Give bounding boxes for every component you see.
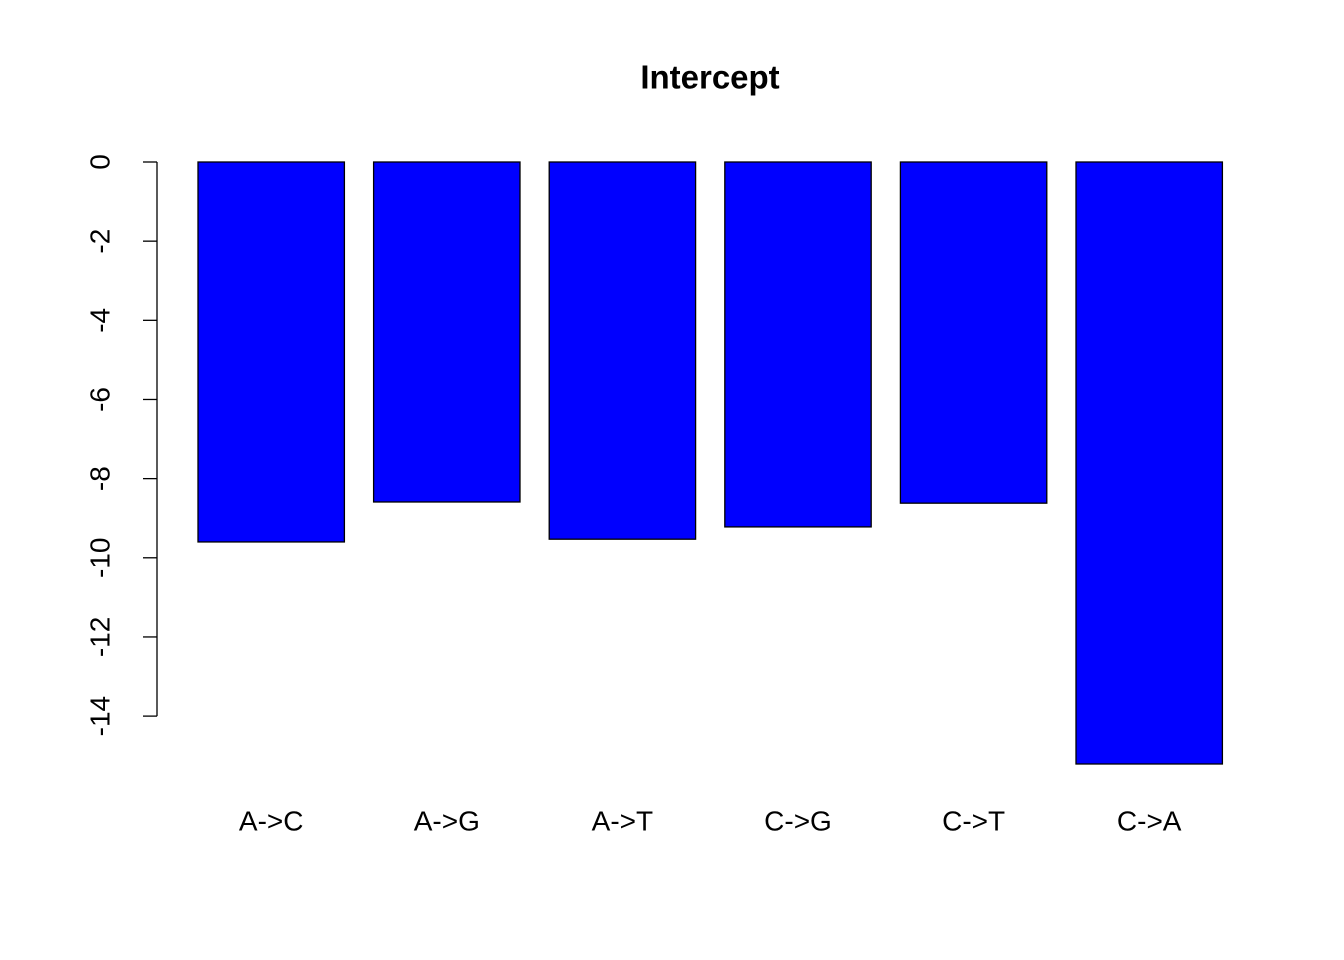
y-tick-label: -8 bbox=[84, 466, 115, 491]
y-tick-label: -14 bbox=[84, 696, 115, 736]
x-tick-label: A->G bbox=[414, 805, 480, 836]
bar bbox=[197, 161, 346, 543]
y-tick-label: 0 bbox=[84, 154, 115, 170]
y-tick-label: -6 bbox=[84, 387, 115, 412]
chart-title: Intercept bbox=[640, 59, 779, 96]
x-tick-label: A->T bbox=[592, 805, 653, 836]
x-tick-label: A->C bbox=[239, 805, 304, 836]
bar bbox=[899, 161, 1048, 504]
y-tick-label: -4 bbox=[84, 308, 115, 333]
bar bbox=[724, 161, 872, 528]
bar bbox=[548, 161, 697, 540]
bar bbox=[1075, 161, 1224, 765]
y-tick-label: -12 bbox=[84, 617, 115, 657]
bar bbox=[372, 161, 521, 503]
y-tick-label: -10 bbox=[84, 538, 115, 578]
x-tick-label: C->A bbox=[1117, 805, 1182, 836]
x-tick-label: C->T bbox=[942, 805, 1005, 836]
y-tick-label: -2 bbox=[84, 229, 115, 254]
x-tick-label: C->G bbox=[764, 805, 832, 836]
